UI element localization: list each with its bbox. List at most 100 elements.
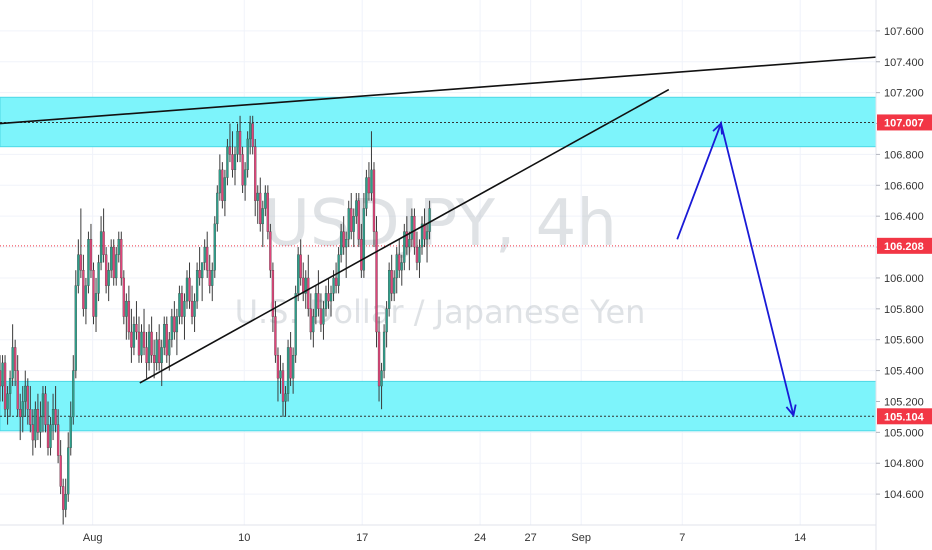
candle-body[interactable] — [332, 277, 335, 294]
candle-body[interactable] — [31, 424, 35, 441]
candle-body[interactable] — [317, 293, 320, 309]
candle-body[interactable] — [26, 385, 29, 410]
candle-body[interactable] — [350, 208, 353, 232]
candle-body[interactable] — [387, 270, 391, 309]
projection-line[interactable] — [676, 120, 795, 416]
zone-band[interactable] — [0, 380, 877, 432]
candle-body[interactable] — [362, 208, 366, 271]
candle-body[interactable] — [59, 455, 62, 487]
candle-body[interactable] — [137, 331, 141, 356]
candle-body[interactable] — [8, 378, 12, 394]
candle-body[interactable] — [337, 254, 340, 286]
candle-body[interactable] — [319, 308, 323, 325]
candle-body[interactable] — [87, 239, 90, 286]
candle-body[interactable] — [236, 131, 239, 155]
candle-body[interactable] — [279, 370, 282, 379]
candle-body[interactable] — [152, 354, 156, 364]
candle-body[interactable] — [67, 447, 70, 495]
candle-body[interactable] — [428, 208, 431, 232]
candle-body[interactable] — [269, 231, 272, 271]
candle-body[interactable] — [241, 154, 244, 186]
candle-body[interactable] — [142, 331, 146, 348]
candle-body[interactable] — [403, 231, 406, 263]
candle-body[interactable] — [294, 293, 297, 356]
candle-body[interactable] — [380, 370, 383, 387]
candle-body[interactable] — [304, 277, 307, 294]
candle-body[interactable] — [64, 493, 67, 510]
candle-body[interactable] — [150, 331, 153, 356]
candle-body[interactable] — [352, 216, 355, 232]
candles[interactable] — [0, 115, 431, 525]
candle-body[interactable] — [34, 409, 37, 441]
trendlines[interactable] — [0, 56, 877, 384]
candle-body[interactable] — [339, 231, 343, 255]
candle-body[interactable] — [178, 293, 181, 317]
candle-body[interactable] — [168, 339, 171, 356]
projection-path[interactable] — [676, 120, 797, 418]
candle-body[interactable] — [54, 409, 57, 425]
candle-body[interactable] — [160, 347, 163, 364]
candle-body[interactable] — [130, 331, 133, 348]
candle-body[interactable] — [185, 277, 189, 302]
candle-body[interactable] — [92, 270, 95, 317]
candle-body[interactable] — [94, 293, 98, 317]
candle-body[interactable] — [183, 300, 186, 317]
candle-body[interactable] — [99, 231, 103, 263]
candle-body[interactable] — [190, 300, 194, 317]
candle-body[interactable] — [264, 192, 267, 209]
candle-body[interactable] — [256, 192, 259, 201]
candle-body[interactable] — [259, 192, 262, 225]
candle-body[interactable] — [329, 293, 333, 302]
candle-body[interactable] — [97, 262, 100, 294]
candle-body[interactable] — [286, 347, 290, 394]
candle-body[interactable] — [312, 316, 315, 333]
candle-body[interactable] — [147, 331, 151, 364]
candle-body[interactable] — [39, 416, 42, 433]
candle-body[interactable] — [21, 401, 24, 418]
candle-body[interactable] — [393, 277, 396, 294]
candle-body[interactable] — [372, 169, 376, 232]
candle-body[interactable] — [79, 254, 83, 271]
candle-body[interactable] — [238, 131, 242, 155]
candle-body[interactable] — [24, 385, 27, 402]
candle-body[interactable] — [322, 308, 325, 325]
candle-body[interactable] — [6, 393, 9, 410]
candle-body[interactable] — [398, 254, 401, 271]
candle-body[interactable] — [390, 270, 393, 294]
candle-body[interactable] — [69, 416, 72, 448]
candle-body[interactable] — [360, 239, 363, 271]
candle-body[interactable] — [375, 231, 378, 333]
candle-body[interactable] — [251, 123, 254, 147]
candle-body[interactable] — [420, 223, 424, 248]
candle-body[interactable] — [195, 270, 199, 302]
candle-body[interactable] — [423, 223, 426, 240]
candle-body[interactable] — [367, 177, 371, 194]
candle-body[interactable] — [107, 270, 110, 286]
candle-body[interactable] — [132, 324, 136, 348]
candle-body[interactable] — [365, 177, 368, 209]
candle-body[interactable] — [44, 393, 47, 425]
candle-body[interactable] — [385, 308, 388, 333]
candle-body[interactable] — [400, 262, 403, 271]
candle-body[interactable] — [41, 393, 45, 418]
candle-body[interactable] — [302, 277, 305, 294]
candle-body[interactable] — [140, 331, 143, 356]
candle-body[interactable] — [324, 293, 328, 309]
candle-body[interactable] — [198, 270, 201, 279]
candle-body[interactable] — [145, 347, 148, 364]
candle-body[interactable] — [266, 192, 270, 232]
candle-body[interactable] — [158, 339, 161, 364]
candle-body[interactable] — [125, 300, 128, 317]
candle-body[interactable] — [284, 393, 287, 402]
candle-body[interactable] — [112, 246, 115, 279]
candle-body[interactable] — [216, 192, 219, 225]
candle-body[interactable] — [254, 146, 257, 201]
candle-body[interactable] — [415, 246, 419, 263]
candle-body[interactable] — [418, 246, 421, 263]
candle-body[interactable] — [117, 239, 120, 255]
candle-body[interactable] — [226, 146, 229, 178]
candle-body[interactable] — [29, 409, 32, 425]
candle-body[interactable] — [228, 146, 232, 155]
candle-body[interactable] — [208, 270, 211, 286]
candle-body[interactable] — [246, 138, 249, 171]
